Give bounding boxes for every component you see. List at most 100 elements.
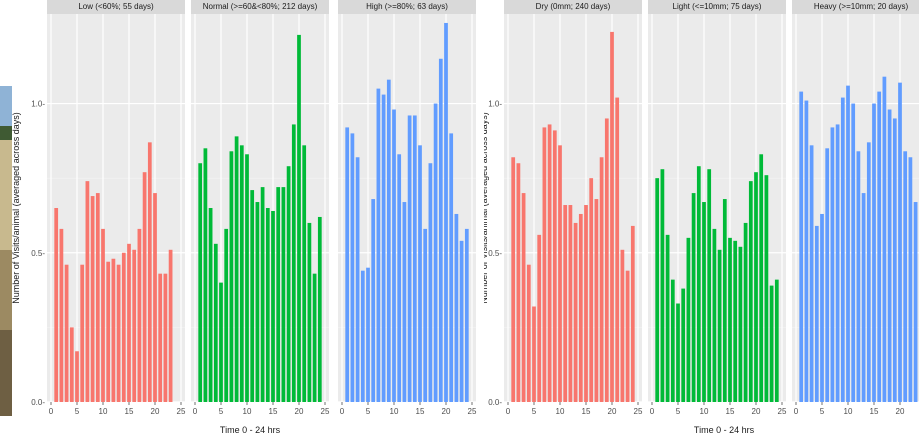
bar: [142, 172, 147, 402]
x-axis-title: Time 0 - 24 hrs: [694, 425, 755, 435]
x-tick-label: 20: [295, 407, 304, 416]
y-axis-title: Number of Visits/animal (averaged across…: [11, 112, 21, 303]
bar: [882, 76, 887, 402]
facet-panel-1: Light (<=10mm; 75 days) 0 5 10 15 20 25: [648, 0, 787, 416]
bar: [691, 193, 696, 402]
bar: [665, 234, 670, 402]
y-axis-title: Number of Visits/animal (averaged across…: [484, 112, 489, 303]
facet-strip: [191, 0, 329, 14]
x-tick-label: 20: [608, 407, 617, 416]
bar: [866, 142, 871, 403]
x-tick-label: 15: [125, 407, 134, 416]
bar: [547, 124, 552, 402]
facet-panel-1: Normal (>=60&<80%; 212 days) 0 5 10 15 20 25: [191, 0, 330, 416]
bar: [516, 163, 521, 402]
bar: [722, 199, 727, 402]
bar: [371, 199, 376, 402]
bar: [137, 228, 142, 402]
bar: [686, 237, 691, 402]
bar: [312, 273, 317, 402]
bar: [291, 124, 296, 402]
x-tick-label: 0: [340, 407, 345, 416]
x-tick-label: 15: [726, 407, 735, 416]
x-tick-label: 20: [151, 407, 160, 416]
bar: [799, 91, 804, 402]
bar: [106, 261, 111, 402]
bar: [317, 216, 322, 402]
x-tick-label: 0: [794, 407, 799, 416]
x-tick-label: 25: [468, 407, 477, 416]
y-tick-label: 0.5-: [488, 249, 502, 258]
facet-strip: [792, 0, 919, 14]
facet-strip-label: High (>=80%; 63 days): [366, 2, 448, 11]
bar: [568, 205, 573, 402]
y-tick-label: 1.0-: [488, 100, 502, 109]
bar: [402, 202, 407, 402]
bar: [376, 88, 381, 402]
x-tick-label: 0: [650, 407, 655, 416]
bar: [814, 225, 819, 402]
bar: [355, 157, 360, 402]
bar: [655, 178, 660, 402]
bar: [532, 306, 536, 402]
bar: [407, 115, 412, 402]
bar: [281, 187, 286, 402]
bar: [229, 151, 234, 402]
bar: [599, 157, 604, 402]
bar: [423, 228, 428, 402]
bar: [558, 145, 562, 403]
bar: [203, 148, 208, 402]
bar: [861, 193, 866, 402]
bar: [464, 228, 469, 402]
bar: [449, 133, 454, 402]
bar: [563, 205, 568, 402]
bar: [255, 202, 260, 402]
bar: [381, 94, 386, 402]
bar: [366, 267, 370, 402]
bar: [903, 151, 908, 402]
bar: [625, 270, 630, 402]
x-tick-label: 10: [556, 407, 565, 416]
facet-panel-2: High (>=80%; 63 days) 0 5 10 15 20 25: [338, 0, 477, 416]
bar: [158, 273, 163, 402]
facet-strip: [338, 0, 476, 14]
landscape-photo-icon: [0, 86, 12, 416]
x-tick-label: 10: [700, 407, 709, 416]
bar: [521, 193, 526, 402]
bar: [454, 213, 459, 402]
x-tick-label: 5: [820, 407, 825, 416]
bar: [80, 264, 85, 402]
bar: [350, 133, 355, 402]
bar: [386, 79, 391, 403]
bar: [851, 103, 856, 403]
bar: [153, 193, 157, 402]
bar: [69, 327, 74, 402]
bar: [90, 196, 95, 402]
x-tick-label: 25: [177, 407, 186, 416]
bar: [898, 82, 902, 403]
bar: [101, 228, 105, 402]
x-tick-label: 20: [442, 407, 451, 416]
bar: [743, 222, 748, 402]
y-tick-label: 1.0-: [31, 100, 45, 109]
bar: [856, 151, 861, 402]
facet-strip-label: Light (<=10mm; 75 days): [673, 2, 762, 11]
bar: [712, 228, 717, 402]
bar: [754, 172, 758, 402]
bar: [769, 285, 774, 402]
bar: [307, 222, 312, 402]
x-tick-label: 25: [634, 407, 643, 416]
bar: [116, 264, 121, 402]
x-tick-label: 15: [269, 407, 278, 416]
bar: [774, 279, 779, 402]
bar: [297, 34, 301, 403]
bar: [676, 303, 680, 402]
bar: [85, 181, 90, 402]
bar: [459, 240, 464, 402]
bar: [95, 193, 100, 402]
bar: [132, 249, 137, 402]
bar: [198, 163, 203, 402]
bar: [584, 205, 588, 402]
bar: [219, 282, 223, 402]
